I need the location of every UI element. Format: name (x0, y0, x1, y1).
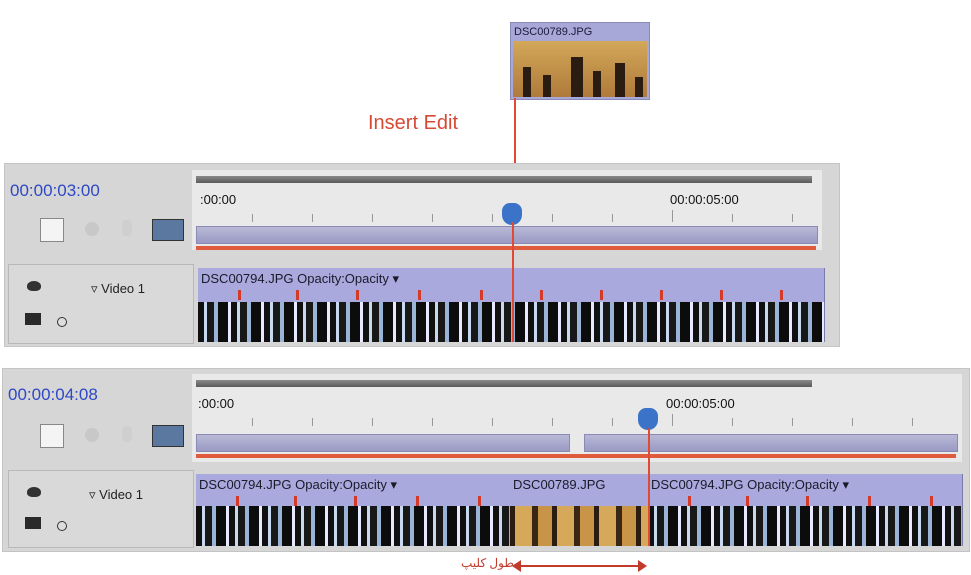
keyframe-icon[interactable] (57, 317, 67, 327)
time-ruler-after[interactable]: :00:00 00:00:05:00 (192, 374, 962, 462)
keyframe-icon[interactable] (57, 521, 67, 531)
ruler-scrollbar[interactable] (196, 176, 812, 183)
dragged-clip[interactable]: DSC00789.JPG (510, 22, 650, 100)
eye-icon[interactable] (27, 281, 41, 291)
work-area-bar-1[interactable] (196, 434, 570, 452)
track-name-text: Video 1 (101, 281, 145, 296)
eye-icon[interactable] (27, 487, 41, 497)
render-bar (196, 454, 956, 458)
clip-name: DSC00789.JPG (513, 477, 606, 492)
sequence-icon[interactable] (152, 219, 184, 241)
arrow-left-icon (512, 560, 521, 572)
dragged-clip-thumbnail (513, 41, 647, 97)
work-area-bar[interactable] (196, 226, 818, 244)
playhead-line-before (512, 222, 514, 342)
snap-icon[interactable] (40, 218, 64, 242)
track-name: ▿ Video 1 (89, 487, 143, 502)
arrow-right-icon (638, 560, 647, 572)
clip-dsc00794-before[interactable]: DSC00794.JPG Opacity:Opacity ▾ (198, 268, 825, 342)
film-icon[interactable] (25, 517, 41, 529)
clip-label: DSC00794.JPG Opacity:Opacity ▾ (201, 271, 399, 287)
clip-effect[interactable]: Opacity:Opacity ▾ (747, 477, 850, 492)
playhead-after-icon[interactable] (638, 408, 658, 430)
track-header-after: ▿ Video 1 (8, 470, 194, 548)
clip-effect[interactable]: Opacity:Opacity ▾ (295, 477, 398, 492)
clip-thumbnails (198, 302, 824, 342)
track-name-text: Video 1 (99, 487, 143, 502)
clip-effect[interactable]: Opacity:Opacity ▾ (297, 271, 400, 286)
playhead-line-after (648, 428, 650, 546)
work-area-bar-2[interactable] (584, 434, 958, 452)
marker-icon[interactable] (85, 222, 99, 236)
snap-icon[interactable] (40, 424, 64, 448)
clip-thumbnails (196, 506, 510, 546)
render-bar (196, 246, 816, 250)
clip-name: DSC00794.JPG (651, 477, 744, 492)
clip-name: DSC00794.JPG (201, 271, 294, 286)
timecode-before[interactable]: 00:00:03:00 (10, 181, 100, 200)
sequence-icon[interactable] (152, 425, 184, 447)
clip-name: DSC00794.JPG (199, 477, 292, 492)
ruler-mark-label: 00:00:05:00 (666, 396, 735, 411)
track-header-before: ▿ Video 1 (8, 264, 194, 344)
dragged-clip-name: DSC00789.JPG (514, 26, 593, 38)
clip-dsc00789-inserted[interactable]: DSC00789.JPG (510, 474, 649, 546)
ruler-scrollbar[interactable] (196, 380, 812, 387)
clip-label: DSC00794.JPG Opacity:Opacity ▾ (651, 477, 849, 493)
clip-duration-label: طول کلیپ (461, 556, 514, 570)
clip-label: DSC00794.JPG Opacity:Opacity ▾ (199, 477, 397, 493)
insert-arrow-line (514, 98, 516, 182)
track-name: ▿ Video 1 (91, 281, 145, 296)
insert-edit-label: Insert Edit (368, 112, 459, 134)
clip-thumbnails (510, 506, 648, 546)
marker-icon[interactable] (85, 428, 99, 442)
film-icon[interactable] (25, 313, 41, 325)
ruler-mark-label: 00:00:05:00 (670, 192, 739, 207)
clip-thumbnails (648, 506, 962, 546)
ruler-start-label: :00:00 (198, 396, 235, 411)
playhead-before-icon[interactable] (502, 203, 522, 225)
hand-icon[interactable] (122, 220, 132, 236)
ruler-start-label: :00:00 (200, 192, 237, 207)
timecode-after[interactable]: 00:00:04:08 (8, 385, 98, 404)
clip-dsc00794-b[interactable]: DSC00794.JPG Opacity:Opacity ▾ (648, 474, 963, 546)
hand-icon[interactable] (122, 426, 132, 442)
clip-label: DSC00789.JPG (513, 477, 606, 492)
clip-dsc00794-a[interactable]: DSC00794.JPG Opacity:Opacity ▾ (196, 474, 511, 546)
clip-duration-arrow (518, 565, 638, 567)
